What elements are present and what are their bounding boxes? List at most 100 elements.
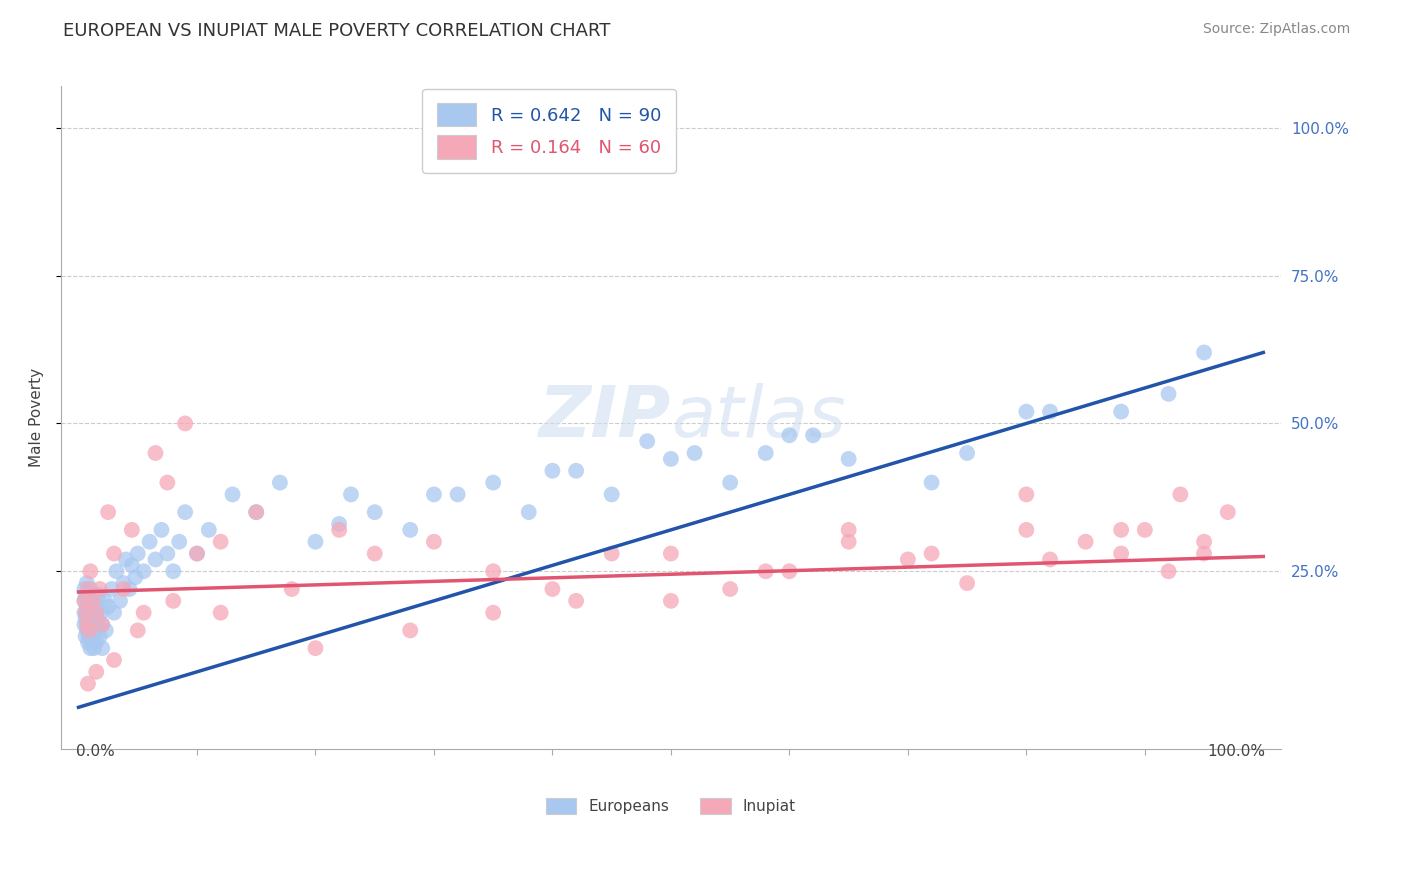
Point: [209, 606, 232, 620]
Point: [1192, 534, 1215, 549]
Point: [127, 624, 149, 638]
Point: [755, 446, 778, 460]
Point: [269, 475, 291, 490]
Point: [91, 641, 114, 656]
Point: [659, 547, 682, 561]
Point: [801, 428, 824, 442]
Point: [340, 487, 363, 501]
Point: [718, 475, 741, 490]
Point: [77, 624, 100, 638]
Point: [1015, 487, 1038, 501]
Point: [97, 599, 120, 614]
Point: [364, 505, 387, 519]
Point: [755, 564, 778, 578]
Point: [446, 487, 468, 501]
Point: [108, 594, 131, 608]
Legend: Europeans, Inupiat: Europeans, Inupiat: [540, 792, 801, 821]
Point: [1039, 404, 1062, 418]
Point: [73, 606, 96, 620]
Point: [103, 653, 125, 667]
Point: [97, 505, 120, 519]
Point: [150, 523, 173, 537]
Point: [1109, 523, 1132, 537]
Point: [1192, 345, 1215, 359]
Point: [79, 624, 101, 638]
Point: [77, 582, 100, 596]
Point: [600, 547, 623, 561]
Point: [80, 635, 103, 649]
Point: [156, 547, 179, 561]
Point: [112, 576, 135, 591]
Point: [138, 534, 160, 549]
Point: [79, 606, 101, 620]
Point: [399, 523, 422, 537]
Point: [565, 594, 588, 608]
Point: [75, 611, 97, 625]
Point: [124, 570, 146, 584]
Text: 0.0%: 0.0%: [76, 744, 115, 759]
Point: [956, 446, 979, 460]
Point: [118, 582, 141, 596]
Point: [145, 552, 167, 566]
Point: [83, 641, 105, 656]
Point: [79, 564, 101, 578]
Point: [112, 582, 135, 596]
Point: [86, 611, 108, 625]
Point: [94, 624, 117, 638]
Point: [921, 547, 943, 561]
Point: [91, 617, 114, 632]
Point: [838, 523, 860, 537]
Point: [1192, 547, 1215, 561]
Point: [115, 552, 138, 566]
Point: [84, 665, 107, 679]
Point: [77, 629, 100, 643]
Point: [167, 534, 190, 549]
Point: [838, 451, 860, 466]
Point: [103, 547, 125, 561]
Point: [245, 505, 267, 519]
Point: [121, 523, 143, 537]
Point: [89, 582, 111, 596]
Point: [399, 624, 422, 638]
Point: [145, 446, 167, 460]
Point: [84, 635, 107, 649]
Y-axis label: Male Poverty: Male Poverty: [30, 368, 44, 467]
Point: [127, 547, 149, 561]
Point: [84, 599, 107, 614]
Point: [82, 606, 104, 620]
Point: [77, 611, 100, 625]
Point: [77, 588, 100, 602]
Point: [209, 534, 232, 549]
Point: [79, 641, 101, 656]
Point: [100, 582, 122, 596]
Point: [93, 594, 115, 608]
Point: [77, 635, 100, 649]
Point: [76, 624, 98, 638]
Point: [921, 475, 943, 490]
Point: [162, 594, 184, 608]
Point: [1109, 404, 1132, 418]
Point: [90, 606, 112, 620]
Point: [156, 475, 179, 490]
Text: 100.0%: 100.0%: [1208, 744, 1265, 759]
Point: [778, 428, 800, 442]
Point: [73, 594, 96, 608]
Point: [221, 487, 243, 501]
Point: [328, 516, 350, 531]
Text: atlas: atlas: [671, 383, 845, 452]
Point: [76, 576, 98, 591]
Point: [482, 564, 505, 578]
Point: [87, 588, 110, 602]
Point: [186, 547, 208, 561]
Point: [198, 523, 221, 537]
Point: [77, 594, 100, 608]
Point: [162, 564, 184, 578]
Point: [659, 594, 682, 608]
Point: [75, 588, 97, 602]
Point: [75, 629, 97, 643]
Point: [482, 475, 505, 490]
Point: [778, 564, 800, 578]
Point: [1015, 404, 1038, 418]
Point: [956, 576, 979, 591]
Point: [73, 617, 96, 632]
